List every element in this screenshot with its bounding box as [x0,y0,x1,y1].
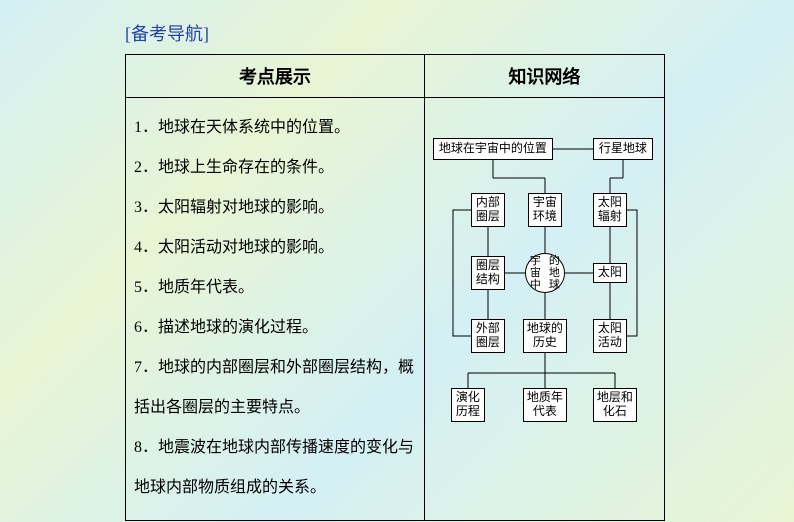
exam-point-item: 2．地球上生命存在的条件。 [134,148,416,188]
diagram-node-r3c1: 外部圈层 [471,319,505,353]
exam-point-item: 5．地质年代表。 [134,268,416,308]
exam-points: 1．地球在天体系统中的位置。2．地球上生命存在的条件。3．太阳辐射对地球的影响。… [126,98,425,520]
table-body: 1．地球在天体系统中的位置。2．地球上生命存在的条件。3．太阳辐射对地球的影响。… [126,98,664,520]
main-table: 考点展示 知识网络 1．地球在天体系统中的位置。2．地球上生命存在的条件。3．太… [125,54,665,521]
exam-point-item: 4．太阳活动对地球的影响。 [134,228,416,268]
exam-point-item: 8．地震波在地球内部传播速度的变化与地球内部物质组成的关系。 [134,428,416,508]
diagram-node-top1: 地球在宇宙中的位置 [433,138,553,160]
diagram-node-r2c3: 太阳 [593,263,627,283]
exam-point-item: 3．太阳辐射对地球的影响。 [134,188,416,228]
header-right: 知识网络 [425,55,664,97]
exam-point-item: 6．描述地球的演化过程。 [134,308,416,348]
diagram-node-b1: 演化历程 [451,388,485,422]
knowledge-network: 地球在宇宙中的位置 行星地球内部圈层宇宙环境太阳辐射圈层结构宇宙中的地球 太阳外部圈… [425,98,664,520]
diagram-node-b2: 地质年代表 [523,388,567,422]
diagram-node-b3: 地层和化石 [593,388,637,422]
table-header: 考点展示 知识网络 [126,55,664,98]
diagram-node-r2c1: 圈层结构 [471,256,505,290]
diagram-node-r3c3: 太阳活动 [593,319,627,353]
exam-point-item: 1．地球在天体系统中的位置。 [134,108,416,148]
section-title: [备考导航] [125,20,665,46]
diagram-node-r1c3: 太阳辐射 [593,193,627,227]
concept-diagram: 地球在宇宙中的位置 行星地球内部圈层宇宙环境太阳辐射圈层结构宇宙中的地球 太阳外部圈… [433,138,657,478]
diagram-node-r1c2: 宇宙环境 [528,193,562,227]
diagram-node-r3c2: 地球的历史 [523,319,567,353]
diagram-node-r1c1: 内部圈层 [471,193,505,227]
diagram-node-top2: 行星地球 [593,138,653,160]
diagram-node-center: 宇宙中的地球 [525,253,565,293]
header-left: 考点展示 [126,55,425,97]
exam-point-item: 7．地球的内部圈层和外部圈层结构，概括出各圈层的主要特点。 [134,348,416,428]
